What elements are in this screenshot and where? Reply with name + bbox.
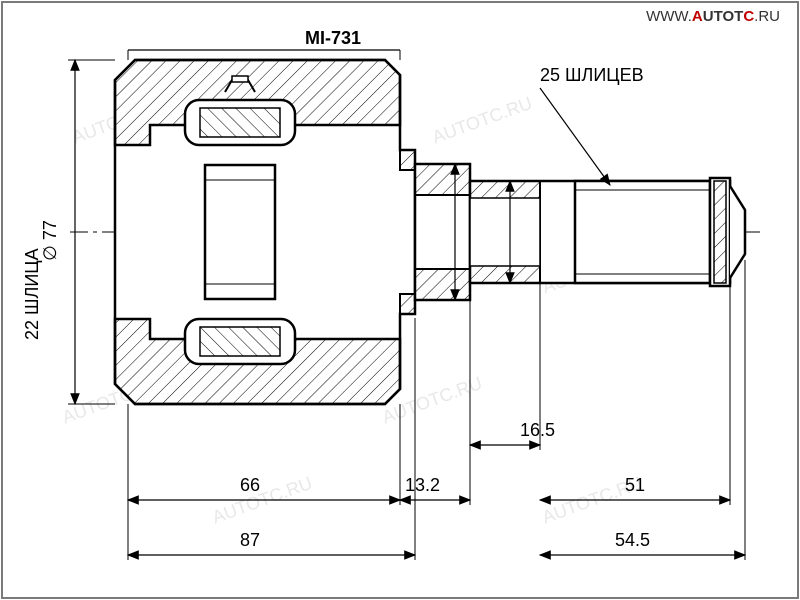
technical-drawing — [0, 0, 800, 600]
output-shaft — [470, 178, 745, 286]
housing — [115, 60, 415, 404]
stub-step — [415, 164, 470, 300]
